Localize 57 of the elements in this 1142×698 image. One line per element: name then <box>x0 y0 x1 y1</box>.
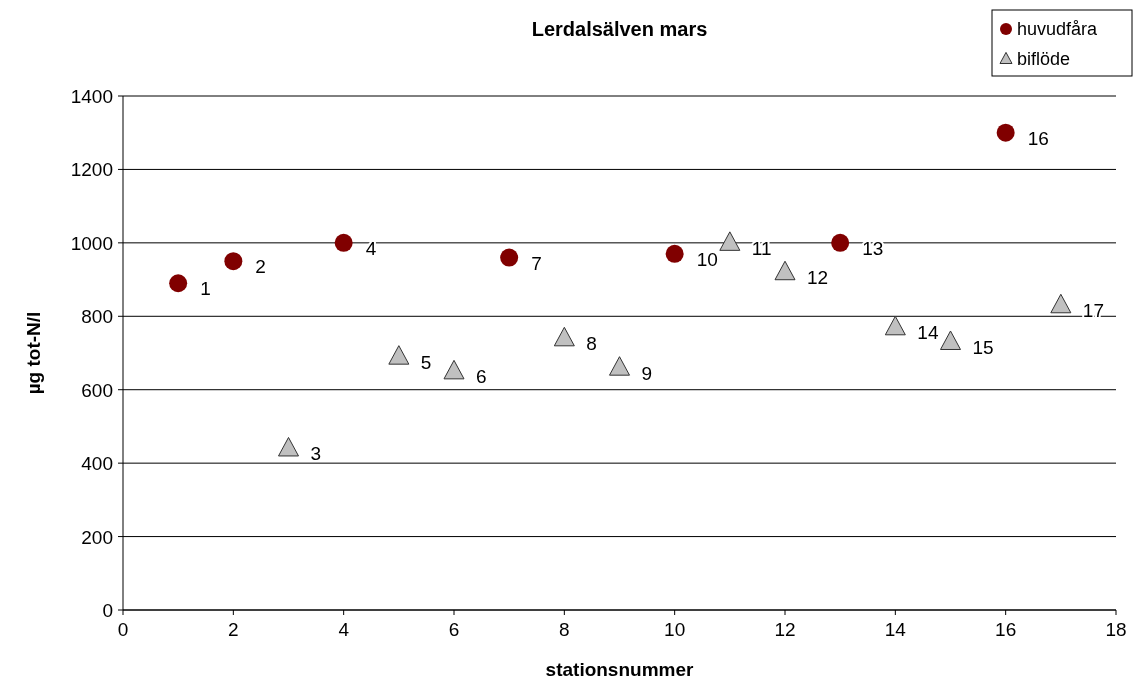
y-tick-label: 400 <box>81 453 113 475</box>
point <box>388 345 410 365</box>
point <box>665 244 684 263</box>
x-tick-label: 2 <box>228 619 239 640</box>
annotation: 13 <box>862 237 884 259</box>
annotation: 7 <box>531 252 542 274</box>
x-axis-title: stationsnummer <box>545 659 695 680</box>
x-tick-label: 18 <box>1105 619 1127 640</box>
annotation: 12 <box>807 267 829 289</box>
point <box>553 326 575 347</box>
x-tick-label: 16 <box>995 619 1017 640</box>
annotation: 10 <box>696 248 718 270</box>
annotation: 1 <box>200 278 211 300</box>
annotation: 9 <box>641 362 653 384</box>
x-tick-label: 6 <box>448 619 460 640</box>
point <box>278 436 299 457</box>
point <box>334 233 353 252</box>
y-tick-label: 1000 <box>70 232 113 254</box>
x-tick-label: 10 <box>664 619 686 640</box>
annotation: 14 <box>917 322 939 344</box>
annotation: 5 <box>420 351 432 373</box>
x-tick-label: 12 <box>774 619 796 640</box>
annotation: 17 <box>1082 300 1104 322</box>
legend-label: biflöde <box>1017 49 1071 69</box>
chart-title: Lerdalsälven mars <box>531 18 708 40</box>
y-tick-label: 1400 <box>70 86 113 107</box>
annotation: 6 <box>476 366 487 388</box>
x-tick-label: 0 <box>117 619 129 640</box>
point <box>1050 293 1072 314</box>
x-tick-label: 4 <box>338 619 350 640</box>
annotation: 15 <box>972 336 994 358</box>
x-tick-label: 8 <box>559 619 570 640</box>
point <box>500 248 519 267</box>
point <box>774 260 796 281</box>
y-tick-label: 0 <box>102 600 113 621</box>
y-tick-label: 1200 <box>70 159 113 181</box>
annotation: 16 <box>1027 127 1049 149</box>
y-tick-label: 800 <box>81 306 113 328</box>
point <box>224 252 243 271</box>
point <box>609 356 630 376</box>
point <box>884 315 906 336</box>
point <box>443 359 465 380</box>
point <box>831 233 850 252</box>
legend-label: huvudfåra <box>1017 19 1099 39</box>
point <box>940 330 961 350</box>
point <box>169 274 188 293</box>
annotation: 4 <box>365 237 377 259</box>
point <box>719 231 741 251</box>
y-tick-label: 600 <box>81 379 113 401</box>
y-axis-title: µg tot-N/l <box>23 311 44 395</box>
annotation: 3 <box>310 443 322 465</box>
annotation: 8 <box>586 333 597 355</box>
annotation: 2 <box>255 256 266 278</box>
point <box>996 123 1015 142</box>
annotation: 11 <box>751 237 772 259</box>
x-tick-label: 14 <box>884 619 907 640</box>
y-tick-label: 200 <box>81 526 113 548</box>
